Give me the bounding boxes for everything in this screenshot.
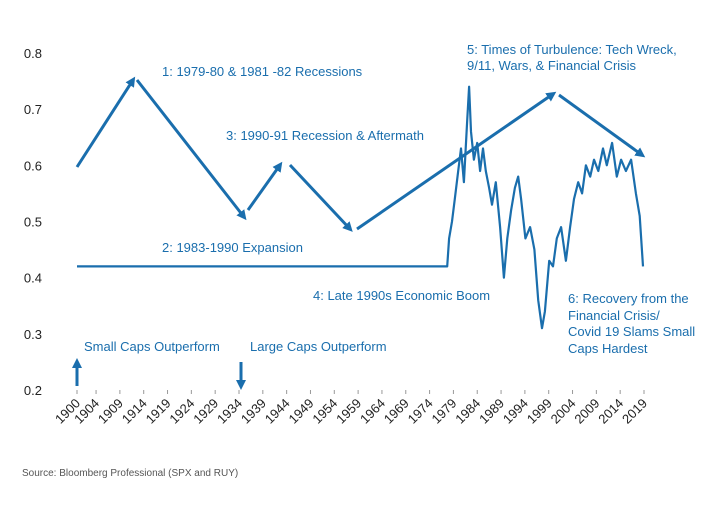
x-tick-label: 1974 [405, 396, 436, 427]
x-tick-label: 1969 [381, 396, 412, 427]
x-tick-label: 1949 [286, 396, 317, 427]
x-tick-label: 1989 [476, 396, 507, 427]
annotation: 1: 1979-80 & 1981 -82 Recessions [162, 64, 363, 79]
y-tick-label: 0.6 [24, 158, 42, 173]
x-tick-label: 1924 [166, 396, 197, 427]
x-tick-label: 1929 [190, 396, 221, 427]
annotation: 9/11, Wars, & Financial Crisis [467, 58, 637, 73]
arrow [288, 163, 353, 232]
x-tick-label: 1959 [333, 396, 364, 427]
x-tick-label: 1934 [214, 396, 245, 427]
annotation: Small Caps Outperform [84, 339, 220, 354]
y-tick-label: 0.3 [24, 327, 42, 342]
arrows [72, 76, 646, 390]
x-tick-label: 1964 [357, 396, 388, 427]
arrow [75, 76, 136, 168]
y-tick-label: 0.4 [24, 271, 42, 286]
annotation: Financial Crisis/ [568, 308, 660, 323]
x-tick-label: 1939 [238, 396, 269, 427]
x-tick-label: 1914 [119, 396, 150, 427]
x-tick-label: 1909 [95, 396, 126, 427]
y-tick-label: 0.2 [24, 383, 42, 398]
annotation: 4: Late 1990s Economic Boom [313, 288, 490, 303]
x-tick-label: 1979 [428, 396, 459, 427]
annotation: Caps Hardest [568, 341, 648, 356]
arrow [135, 79, 247, 221]
arrow [558, 93, 646, 158]
x-tick-label: 2019 [619, 396, 650, 427]
annotation: 2: 1983-1990 Expansion [162, 240, 303, 255]
arrow [356, 91, 557, 231]
arrow [246, 161, 283, 211]
x-tick-label: 1944 [262, 396, 293, 427]
y-tick-label: 0.7 [24, 102, 42, 117]
x-tick-label: 1984 [452, 396, 483, 427]
annotation: Covid 19 Slams Small [568, 324, 695, 339]
x-tick-label: 2009 [571, 396, 602, 427]
line-series [77, 85, 645, 330]
x-tick-label: 1919 [143, 396, 174, 427]
x-tick-label: 2004 [548, 396, 579, 427]
source: Source: Bloomberg Professional (SPX and … [22, 468, 238, 479]
x-tick-label: 1994 [500, 396, 531, 427]
annotation: 5: Times of Turbulence: Tech Wreck, [467, 42, 677, 57]
x-tick-label: 1954 [309, 396, 340, 427]
x-tick-label: 1999 [524, 396, 555, 427]
x-tick-label: 2014 [595, 396, 626, 427]
annotation: Large Caps Outperform [250, 339, 387, 354]
y-tick-label: 0.8 [24, 46, 42, 61]
annotation: 3: 1990-91 Recession & Aftermath [226, 128, 424, 143]
annotation: 6: Recovery from the [568, 291, 689, 306]
y-tick-label: 0.5 [24, 215, 42, 230]
